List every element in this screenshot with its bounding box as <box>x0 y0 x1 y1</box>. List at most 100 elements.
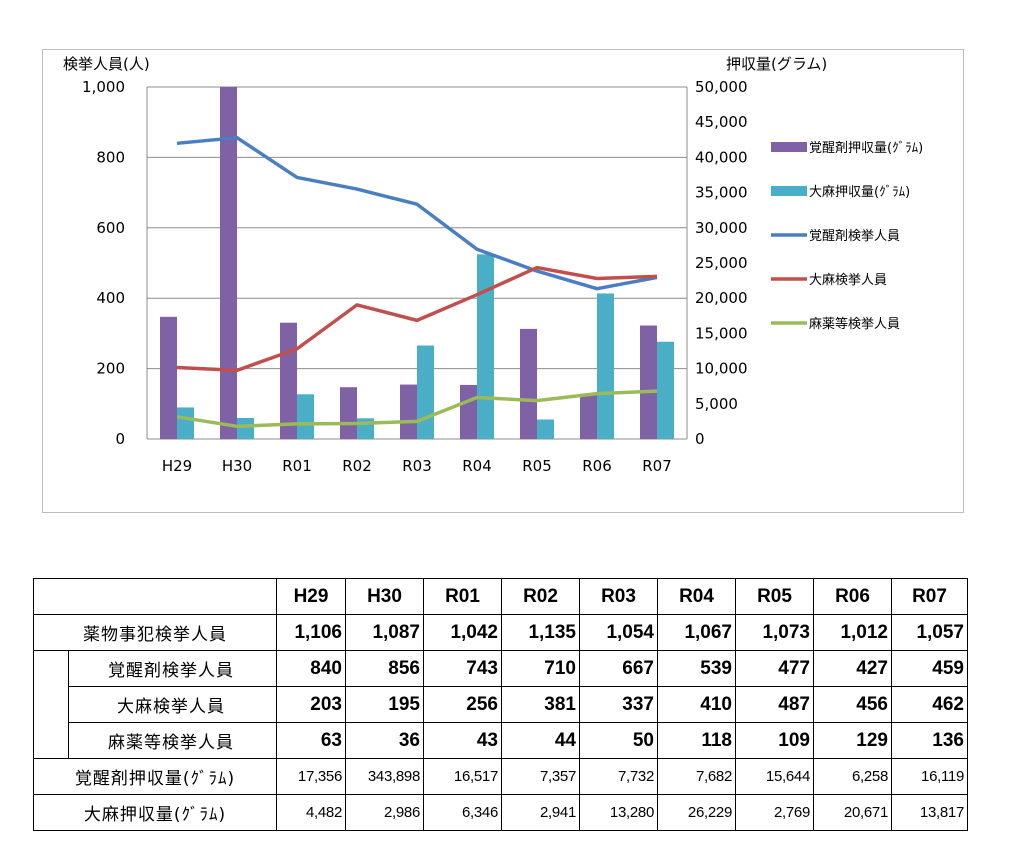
bar <box>340 387 357 439</box>
indent-cell <box>33 722 69 759</box>
indent-cell <box>33 686 69 723</box>
table-cell: 17,356 <box>276 758 346 795</box>
table-cell: 477 <box>735 650 814 687</box>
table-cell: 13,817 <box>891 794 968 831</box>
table-cell: 2,769 <box>735 794 814 831</box>
combo-chart: 0 200 400 600 800 1,000 0 5,000 10,000 15,000 20,0… <box>63 55 923 475</box>
table-cell: 16,517 <box>423 758 502 795</box>
data-table: H29 H30 R01 R02 R03 R04 R05 R06 R07 薬物事犯検挙人員 1,106… <box>33 578 968 831</box>
table-cell: 44 <box>501 722 580 759</box>
category-label: H30 <box>222 457 252 475</box>
bar <box>640 325 657 439</box>
legend-label: 覚醒剤押収量(ｸﾞﾗﾑ) <box>809 140 923 156</box>
table-header-row: H29 H30 R01 R02 R03 R04 R05 R06 R07 <box>33 578 968 615</box>
left-tick-label: 200 <box>96 360 125 378</box>
left-tick-label: 400 <box>96 289 125 307</box>
table-row: 麻薬等検挙人員 63 36 43 44 50 118 109 129 136 <box>33 722 968 759</box>
table-cell: 2,941 <box>501 794 580 831</box>
table-cell: 1,073 <box>735 614 814 651</box>
table-cell: 43 <box>423 722 502 759</box>
category-label: R03 <box>402 457 432 475</box>
legend-label: 覚醒剤検挙人員 <box>809 228 900 244</box>
table-cell: 129 <box>813 722 892 759</box>
table-cell: 2,986 <box>345 794 424 831</box>
table-row: 大麻検挙人員 203 195 256 381 337 410 487 456 462 <box>33 686 968 723</box>
table-cell: 7,357 <box>501 758 580 795</box>
year-header: H30 <box>345 578 424 615</box>
table-cell: 26,229 <box>657 794 736 831</box>
bar <box>237 417 254 439</box>
bar <box>520 328 537 439</box>
year-header: R06 <box>813 578 892 615</box>
left-axis-title: 検挙人員(人) <box>63 55 150 73</box>
bar <box>580 394 597 439</box>
table-cell: 743 <box>423 650 502 687</box>
bar <box>597 293 614 439</box>
table-cell: 118 <box>657 722 736 759</box>
right-tick-label: 50,000 <box>695 78 748 96</box>
table-cell: 203 <box>276 686 346 723</box>
table-cell: 1,042 <box>423 614 502 651</box>
chart-frame: 0 200 400 600 800 1,000 0 5,000 10,000 15,000 20,0… <box>42 49 964 513</box>
category-label: R01 <box>282 457 312 475</box>
table-cell: 427 <box>813 650 892 687</box>
bar <box>280 322 297 439</box>
left-tick-label: 1,000 <box>82 78 125 96</box>
table-cell: 459 <box>891 650 968 687</box>
year-header: R02 <box>501 578 580 615</box>
table-cell: 456 <box>813 686 892 723</box>
table-cell: 337 <box>579 686 658 723</box>
table-cell: 343,898 <box>345 758 424 795</box>
category-label: R07 <box>642 457 672 475</box>
table-row: 覚醒剤押収量(ｸﾞﾗﾑ) 17,356 343,898 16,517 7,357 7,73… <box>33 758 968 795</box>
table-corner-cell <box>33 578 277 615</box>
table-cell: 6,258 <box>813 758 892 795</box>
right-tick-label: 0 <box>695 430 705 448</box>
bar <box>177 407 194 439</box>
series-line <box>176 265 658 373</box>
table-cell: 1,057 <box>891 614 968 651</box>
table-cell: 1,012 <box>813 614 892 651</box>
table-cell: 136 <box>891 722 968 759</box>
left-tick-label: 800 <box>96 148 125 166</box>
table-cell: 1,087 <box>345 614 424 651</box>
right-tick-label: 15,000 <box>695 324 748 342</box>
table-cell: 539 <box>657 650 736 687</box>
table-cell: 50 <box>579 722 658 759</box>
table-cell: 487 <box>735 686 814 723</box>
table-cell: 667 <box>579 650 658 687</box>
right-tick-label: 25,000 <box>695 254 748 272</box>
table-cell: 63 <box>276 722 346 759</box>
right-axis-title: 押収量(グラム) <box>726 55 827 73</box>
row-label: 大麻検挙人員 <box>68 686 277 723</box>
table-cell: 710 <box>501 650 580 687</box>
year-header: H29 <box>276 578 346 615</box>
left-tick-label: 0 <box>115 430 125 448</box>
bar <box>417 345 434 439</box>
legend-label: 大麻検挙人員 <box>809 273 887 288</box>
bar <box>220 87 237 439</box>
table-cell: 6,346 <box>423 794 502 831</box>
category-label: R02 <box>342 457 372 475</box>
category-label: R05 <box>522 457 552 475</box>
category-label: R06 <box>582 457 612 475</box>
bar <box>477 254 494 439</box>
row-label: 覚醒剤押収量(ｸﾞﾗﾑ) <box>33 758 277 795</box>
table-cell: 1,106 <box>276 614 346 651</box>
row-label: 麻薬等検挙人員 <box>68 722 277 759</box>
table-cell: 462 <box>891 686 968 723</box>
row-label: 薬物事犯検挙人員 <box>33 614 277 651</box>
table-cell: 1,135 <box>501 614 580 651</box>
table-cell: 16,119 <box>891 758 968 795</box>
legend-label: 麻薬等検挙人員 <box>809 316 900 332</box>
bar <box>297 394 314 439</box>
category-label: H29 <box>162 457 192 475</box>
bar <box>400 384 417 439</box>
table-cell: 7,682 <box>657 758 736 795</box>
table-cell: 381 <box>501 686 580 723</box>
table-cell: 36 <box>345 722 424 759</box>
table-cell: 15,644 <box>735 758 814 795</box>
year-header: R05 <box>735 578 814 615</box>
table-cell: 1,067 <box>657 614 736 651</box>
right-tick-label: 5,000 <box>695 395 738 413</box>
